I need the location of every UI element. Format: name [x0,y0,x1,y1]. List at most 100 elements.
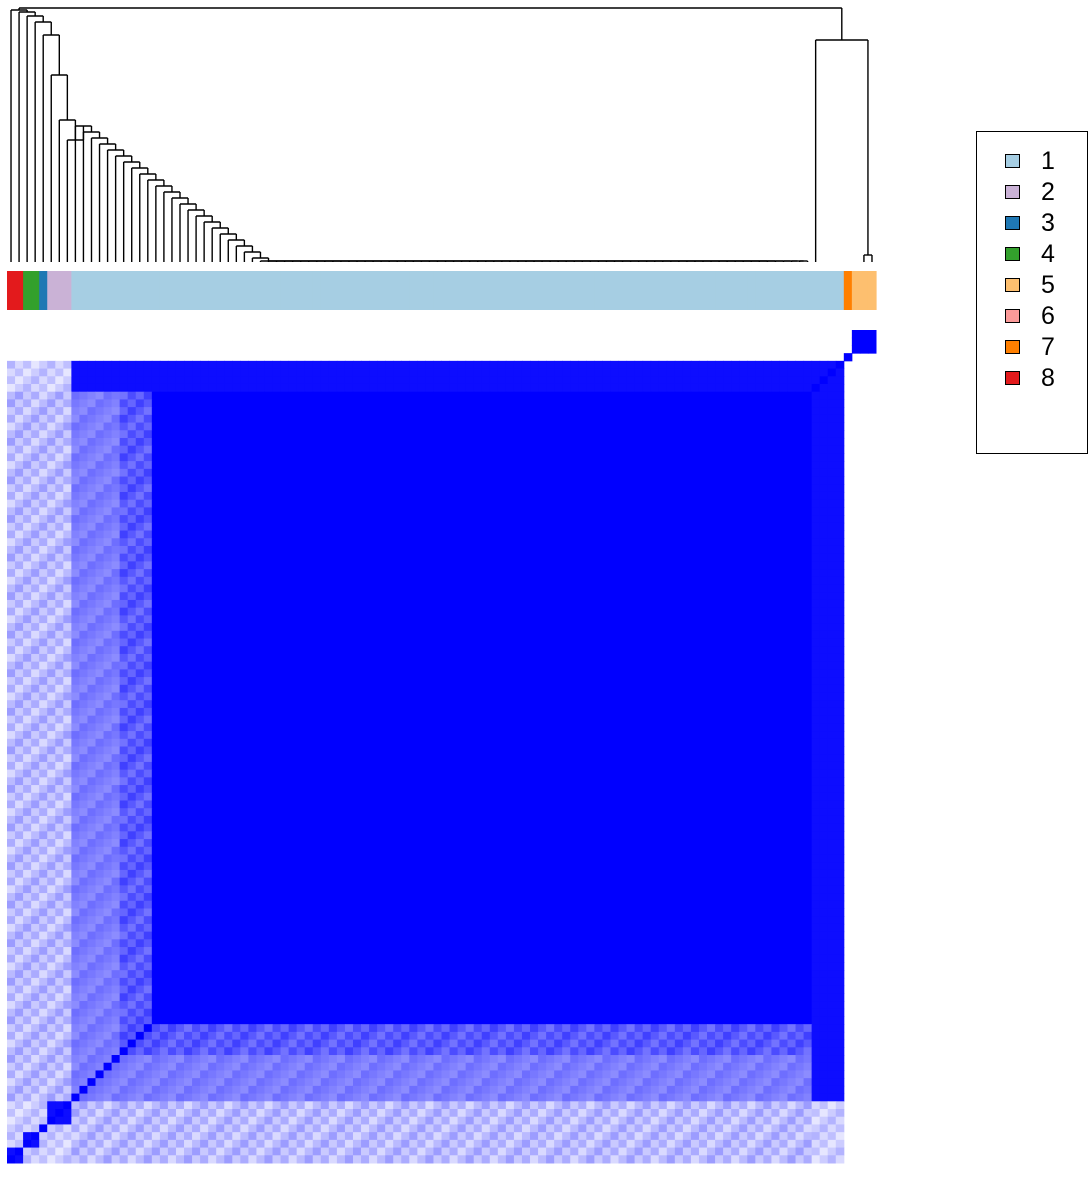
heatmap-cell [674,515,684,524]
heatmap-cell [336,422,346,431]
heatmap-cell [192,584,201,593]
heatmap-cell [602,437,611,447]
heatmap-cell [31,630,40,640]
heatmap-cell [409,515,418,524]
heatmap-cell [618,553,628,562]
heatmap-cell [698,646,708,655]
heatmap-cell [521,468,531,478]
heatmap-cell [497,669,507,678]
heatmap-cell [264,561,274,570]
annotation-cell [851,271,861,310]
heatmap-cell [151,360,161,370]
heatmap-cell [457,677,467,686]
heatmap-cell [546,553,555,562]
heatmap-cell [586,422,595,431]
heatmap-cell [433,507,442,516]
heatmap-cell [449,399,459,408]
heatmap-cell [538,545,547,555]
heatmap-cell [739,615,748,624]
heatmap-cell [385,461,394,470]
heatmap-cell [119,615,129,624]
annotation-cell [530,271,539,310]
heatmap-cell [457,623,467,632]
heatmap-cell [55,391,64,400]
heatmap-cell [586,437,595,447]
heatmap-cell [819,599,829,609]
heatmap-cell [763,491,772,501]
heatmap-cell [369,399,378,408]
heatmap-cell [827,468,837,478]
heatmap-cell [31,414,40,424]
heatmap-cell [377,623,386,632]
heatmap-cell [626,677,636,686]
heatmap-cell [95,476,105,485]
heatmap-cell [433,646,442,655]
heatmap-cell [103,499,113,508]
heatmap-cell [626,383,636,393]
heatmap-cell [811,515,821,524]
heatmap-cell [200,553,209,562]
heatmap-cell [707,553,716,562]
heatmap-cell [79,422,88,431]
heatmap-cell [707,491,716,501]
heatmap-cell [184,484,193,493]
annotation-cell [240,271,249,310]
heatmap-cell [417,561,426,570]
heatmap-cell [489,476,499,485]
heatmap-cell [707,576,716,586]
heatmap-cell [827,576,837,586]
heatmap-cell [457,430,467,439]
heatmap-cell [272,561,282,570]
heatmap-cell [200,414,209,424]
heatmap-cell [715,484,724,493]
annotation-cell [803,271,813,310]
heatmap-cell [127,360,137,370]
heatmap-cell [803,561,813,570]
heatmap-cell [272,615,282,624]
heatmap-cell [296,360,306,370]
heatmap-cell [248,515,257,524]
heatmap-cell [369,653,378,663]
heatmap-cell [103,391,113,400]
heatmap-cell [626,561,636,570]
heatmap-cell [280,584,290,593]
heatmap-cell [256,538,265,547]
heatmap-cell [586,399,595,408]
heatmap-cell [755,684,764,694]
heatmap-cell [650,476,660,485]
heatmap-cell [344,553,354,562]
heatmap-cell [409,607,418,616]
heatmap-cell [240,576,249,586]
heatmap-cell [409,530,418,539]
heatmap-cell [819,545,829,555]
heatmap-cell [320,677,330,686]
heatmap-cell [87,638,97,647]
heatmap-cell [127,661,137,670]
heatmap-cell [352,407,362,416]
heatmap-cell [481,515,491,524]
heatmap-cell [698,553,708,562]
heatmap-cell [232,653,241,663]
heatmap-cell [47,476,56,485]
heatmap-cell [304,599,314,609]
heatmap-cell [795,399,805,408]
heatmap-cell [377,669,386,678]
heatmap-cell [602,368,611,377]
heatmap-cell [747,430,756,439]
heatmap-cell [682,607,692,616]
heatmap-cell [7,684,16,694]
heatmap-cell [546,407,555,416]
heatmap-cell [538,407,547,416]
heatmap-cell [296,677,306,686]
heatmap-cell [55,407,64,416]
heatmap-cell [763,437,772,447]
heatmap-cell [819,391,829,400]
heatmap-cell [658,468,668,478]
heatmap-cell [771,615,780,624]
heatmap-cell [15,368,24,377]
heatmap-cell [296,592,306,601]
annotation-cell [795,271,805,310]
heatmap-cell [698,476,708,485]
heatmap-cell [103,584,113,593]
heatmap-cell [497,383,507,393]
